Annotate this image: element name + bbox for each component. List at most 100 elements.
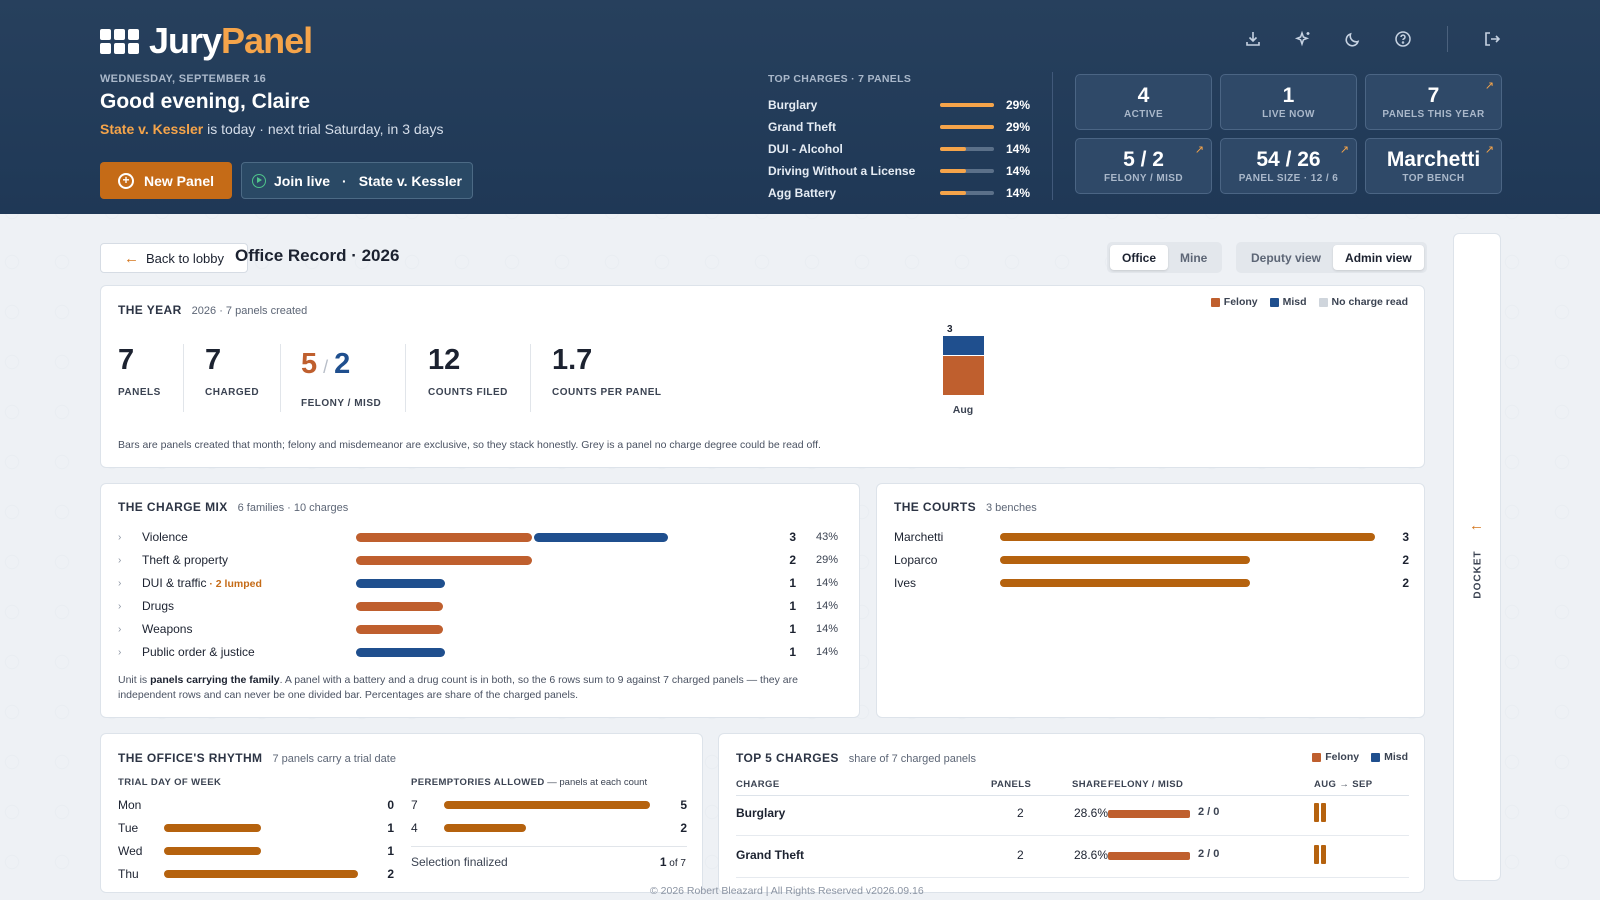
peremptory-bar-fill: [444, 801, 650, 809]
spark-bar-sep: [1321, 845, 1326, 864]
charge-family-row[interactable]: › DUI & traffic · 2 lumped 1 14%: [118, 574, 844, 592]
chevron-right-icon[interactable]: ›: [118, 577, 122, 589]
dow-row[interactable]: Mon 0: [118, 796, 394, 814]
chevron-right-icon[interactable]: ›: [118, 531, 122, 543]
docket-rail[interactable]: ← DOCKET: [1453, 233, 1501, 881]
top-charge-row[interactable]: Grand Theft 29%: [768, 116, 1033, 138]
top-charge-row[interactable]: Burglary 29%: [768, 94, 1033, 116]
stat-tile[interactable]: 4 ACTIVE: [1075, 74, 1212, 130]
top-charge-name: DUI - Alcohol: [768, 142, 843, 156]
dow-row[interactable]: Thu 2: [118, 865, 394, 883]
top-charge-bar-fill: [940, 169, 967, 173]
col-felony-misd[interactable]: FELONY / MISD: [1108, 779, 1184, 790]
top-charge-bar-fill: [940, 191, 967, 195]
charge-family-row[interactable]: › Weapons 1 14%: [118, 620, 844, 638]
join-live-button[interactable]: Join live · State v. Kessler: [241, 162, 473, 199]
dow-day: Tue: [118, 821, 139, 835]
dow-bar-fill: [164, 870, 358, 878]
top-charge-row[interactable]: Agg Battery 14%: [768, 182, 1033, 204]
chevron-right-icon[interactable]: ›: [118, 623, 122, 635]
year-title: THE YEAR 2026 · 7 panels created: [118, 303, 307, 317]
court-row[interactable]: Marchetti 3: [894, 528, 1409, 546]
logout-icon[interactable]: [1482, 29, 1502, 49]
court-row[interactable]: Loparco 2: [894, 551, 1409, 569]
dow-heading: TRIAL DAY OF WEEK: [118, 777, 222, 788]
peremptory-panels: 5: [680, 798, 687, 812]
arrow-up-right-icon: ↗: [1484, 144, 1494, 156]
bar-misd-aug[interactable]: [943, 336, 984, 355]
today-case-link[interactable]: State v. Kessler: [100, 121, 204, 137]
header-banner: JuryPanel WEDNESDAY, SEPTEMBER 16 Good e…: [0, 0, 1600, 214]
row-divider: [736, 877, 1409, 878]
charge-family-name: Drugs: [142, 599, 356, 613]
stat-tile[interactable]: 5 / 2 FELONY / MISD ↗: [1075, 138, 1212, 194]
top-charge-row[interactable]: Driving Without a License 14%: [768, 160, 1033, 182]
top5-felony-bar: [1108, 852, 1190, 860]
charge-family-row[interactable]: › Violence 3 43%: [118, 528, 844, 546]
family-count: 3: [789, 530, 796, 544]
dow-bar: [164, 847, 380, 855]
chevron-right-icon[interactable]: ›: [118, 554, 122, 566]
peremptories-heading-text: PEREMPTORIES ALLOWED: [411, 777, 545, 788]
top-charge-name: Grand Theft: [768, 120, 836, 134]
dow-row[interactable]: Tue 1: [118, 819, 394, 837]
stat-divider: [530, 344, 531, 412]
dow-bar: [164, 824, 380, 832]
chevron-right-icon[interactable]: ›: [118, 646, 122, 658]
scope-office-tab[interactable]: Office: [1110, 245, 1169, 270]
download-icon[interactable]: [1243, 29, 1263, 49]
new-panel-button[interactable]: + New Panel: [100, 162, 232, 199]
back-to-lobby-button[interactable]: ← Back to lobby: [100, 243, 248, 273]
charge-mix-title-text: THE CHARGE MIX: [118, 500, 228, 514]
top5-charge-name[interactable]: Burglary: [736, 806, 786, 820]
deputy-view-tab[interactable]: Deputy view: [1251, 250, 1322, 265]
charge-family-row[interactable]: › Theft & property 2 29%: [118, 551, 844, 569]
spark-bar-aug: [1314, 845, 1319, 864]
stat-tile[interactable]: 7 PANELS THIS YEAR ↗: [1365, 74, 1502, 130]
top-charge-bar-fill: [940, 125, 994, 129]
court-count: 3: [1402, 530, 1410, 544]
scope-mine-tab[interactable]: Mine: [1180, 250, 1208, 265]
stat-tile-label: PANELS THIS YEAR: [1382, 109, 1485, 120]
family-count: 1: [789, 622, 796, 636]
bar-felony-segment: [356, 624, 443, 634]
scope-toggle: Office Mine: [1107, 242, 1223, 273]
top5-charge-name[interactable]: Grand Theft: [736, 848, 804, 862]
col-share[interactable]: SHARE: [1072, 779, 1108, 790]
courts-subtitle: 3 benches: [986, 502, 1037, 514]
sparkle-icon[interactable]: [1293, 29, 1313, 49]
family-label: Violence: [142, 530, 188, 544]
col-charge[interactable]: CHARGE: [736, 779, 780, 790]
dow-row[interactable]: Wed 1: [118, 842, 394, 860]
stat-tile-label: FELONY / MISD: [1104, 173, 1183, 184]
top-charge-bar: [940, 103, 994, 107]
arrow-left-icon[interactable]: ←: [1469, 517, 1484, 534]
year-subtitle: 2026 · 7 panels created: [191, 305, 308, 317]
bar-felony-aug[interactable]: [943, 356, 984, 395]
stat-tile-label: PANEL SIZE · 12 / 6: [1238, 173, 1339, 184]
charge-mix-card: THE CHARGE MIX 6 families · 10 charges › V…: [100, 483, 860, 718]
stat-tile[interactable]: 1 LIVE NOW: [1220, 74, 1357, 130]
brand-logo[interactable]: JuryPanel: [100, 20, 313, 62]
col-aug-sep[interactable]: AUG → SEP: [1314, 779, 1373, 790]
court-row[interactable]: Ives 2: [894, 574, 1409, 592]
chevron-right-icon[interactable]: ›: [118, 600, 122, 612]
legend-felony: Felony: [1210, 296, 1258, 308]
stat-tile[interactable]: Marchetti TOP BENCH ↗: [1365, 138, 1502, 194]
admin-view-tab[interactable]: Admin view: [1333, 245, 1424, 270]
stat-tile-value: 4: [1137, 84, 1150, 107]
stat-tile[interactable]: 54 / 26 PANEL SIZE · 12 / 6 ↗: [1220, 138, 1357, 194]
family-pct: 14%: [815, 577, 838, 589]
charge-family-row[interactable]: › Drugs 1 14%: [118, 597, 844, 615]
dow-bar: [164, 870, 380, 878]
moon-icon[interactable]: [1343, 29, 1363, 49]
year-card: THE YEAR 2026 · 7 panels created 7 PANELS…: [100, 285, 1425, 468]
charge-family-row[interactable]: › Public order & justice 1 14%: [118, 643, 844, 661]
help-icon[interactable]: [1393, 29, 1413, 49]
col-panels[interactable]: PANELS: [991, 779, 1032, 790]
top-charge-row[interactable]: DUI - Alcohol 14%: [768, 138, 1033, 160]
arrow-up-right-icon: ↗: [1484, 80, 1494, 92]
stat-divider: [183, 344, 184, 412]
